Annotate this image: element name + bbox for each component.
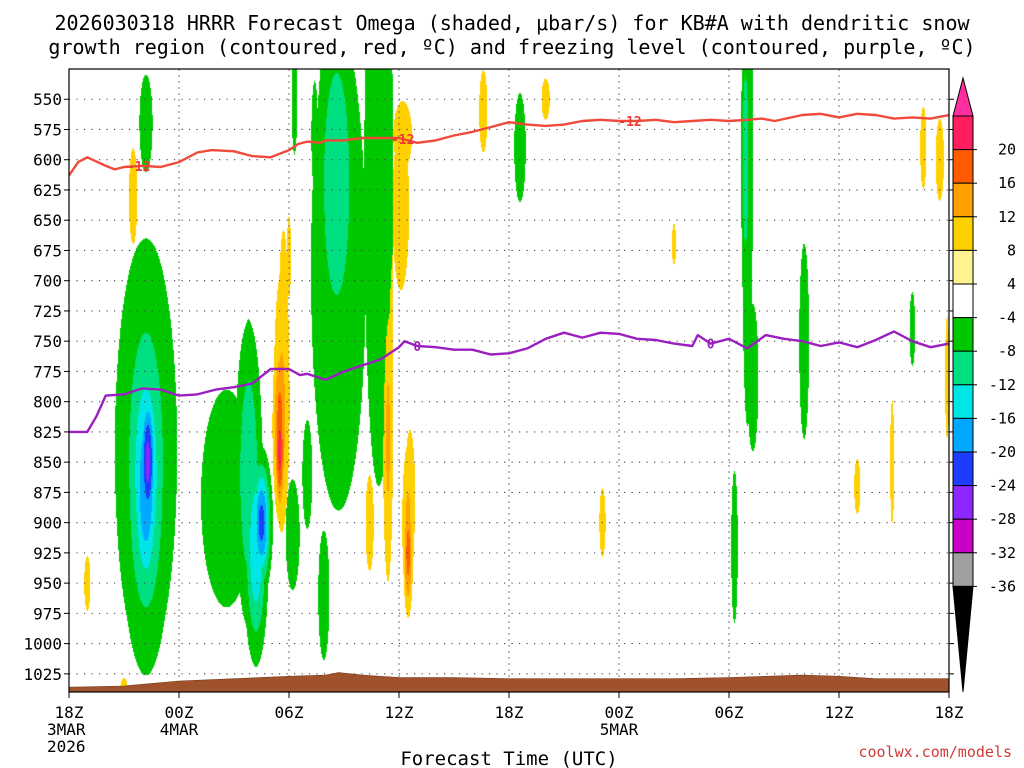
y-tick-label-900: 900 xyxy=(33,514,62,533)
chart-title-line2: growth region (contoured, red, ºC) and f… xyxy=(48,35,975,59)
x-tick-label-30-0: 00Z xyxy=(605,703,634,722)
colorbar-label-7: -12 xyxy=(989,376,1016,394)
colorbar-label-6: -8 xyxy=(998,342,1016,360)
contour-label--12-2: -12 xyxy=(618,115,641,130)
colorbar-segment-0 xyxy=(952,115,974,151)
y-tick-label-975: 975 xyxy=(33,604,62,623)
x-tick-label-6-0: 00Z xyxy=(165,703,194,722)
colorbar-label-3: 8 xyxy=(1007,241,1016,259)
colorbar-segment-9 xyxy=(952,417,974,453)
colorbar-bottom-arrow xyxy=(952,585,974,693)
grid-lines xyxy=(69,69,949,692)
chart-title-line1: 2026030318 HRRR Forecast Omega (shaded, … xyxy=(54,11,970,35)
y-tick-label-550: 550 xyxy=(33,90,62,109)
y-tick-label-625: 625 xyxy=(33,181,62,200)
y-tick-label-800: 800 xyxy=(33,393,62,412)
y-tick-label-825: 825 xyxy=(33,423,62,442)
colorbar-label-13: -36 xyxy=(989,577,1016,595)
y-tick-label-925: 925 xyxy=(33,544,62,563)
x-tick-label-42-0: 12Z xyxy=(825,703,854,722)
colorbar-segment-7 xyxy=(952,350,974,386)
x-tick-label-0-0: 18Z xyxy=(55,703,84,722)
y-tick-label-650: 650 xyxy=(33,211,62,230)
colorbar-segment-8 xyxy=(952,384,974,419)
contour-label--12-0: -12 xyxy=(127,160,150,175)
y-tick-label-775: 775 xyxy=(33,362,62,381)
colorbar-segment-2 xyxy=(952,182,974,218)
colorbar-legend: 20 16 12 8 4 -4 -8 -12 -16 -20 -24 -28 -32 -36 xyxy=(952,76,1016,693)
x-tick-label-12-0: 06Z xyxy=(275,703,304,722)
colorbar-label-1: 16 xyxy=(998,174,1016,192)
colorbar-label-12: -32 xyxy=(989,544,1016,562)
colorbar-label-5: -4 xyxy=(998,309,1016,327)
colorbar-segment-11 xyxy=(952,485,974,520)
y-tick-label-1000: 1000 xyxy=(23,635,62,654)
contour-line--12 xyxy=(69,112,949,177)
colorbar-segment-12 xyxy=(952,518,974,554)
colorbar-label-4: 4 xyxy=(1007,275,1016,293)
y-tick-label-675: 675 xyxy=(33,241,62,260)
colorbar-segment-6 xyxy=(952,317,974,352)
colorbar-label-9: -20 xyxy=(989,443,1016,461)
x-tick-label-36-0: 06Z xyxy=(715,703,744,722)
x-tick-label-18-0: 12Z xyxy=(385,703,414,722)
plot-area: -12 -12 -12 0 0 xyxy=(68,68,950,693)
colorbar-segment-10 xyxy=(952,451,974,487)
x-tick-label-30-1: 5MAR xyxy=(600,720,639,739)
colorbar-label-10: -24 xyxy=(989,477,1016,495)
terrain-surface xyxy=(69,672,949,692)
colorbar-segment-1 xyxy=(952,149,974,184)
y-tick-label-875: 875 xyxy=(33,483,62,502)
y-tick-label-725: 725 xyxy=(33,302,62,321)
colorbar-top-arrow xyxy=(952,76,974,117)
y-tick-label-1025: 1025 xyxy=(23,665,62,684)
y-tick-label-950: 950 xyxy=(33,574,62,593)
x-tick-label-0-2: 2026 xyxy=(47,737,86,756)
colorbar-segment-4 xyxy=(952,249,974,285)
contour-label--12-1: -12 xyxy=(391,133,414,148)
y-tick-label-700: 700 xyxy=(33,272,62,291)
colorbar-label-2: 12 xyxy=(998,208,1016,226)
contour-label-0-1: 0 xyxy=(707,338,715,353)
y-tick-label-600: 600 xyxy=(33,151,62,170)
credit-link[interactable]: coolwx.com/models xyxy=(858,743,1012,761)
colorbar-segment-3 xyxy=(952,216,974,251)
contour-line-0 xyxy=(69,330,949,434)
x-tick-label-6-1: 4MAR xyxy=(160,720,199,739)
x-axis-title: Forecast Time (UTC) xyxy=(400,748,617,768)
y-tick-label-575: 575 xyxy=(33,120,62,139)
x-tick-label-0-1: 3MAR xyxy=(47,720,86,739)
contour-label-0-0: 0 xyxy=(413,340,421,355)
terrain xyxy=(69,672,949,692)
x-tick-label-24-0: 18Z xyxy=(495,703,524,722)
colorbar-segment-13 xyxy=(952,552,974,587)
y-tick-label-850: 850 xyxy=(33,453,62,472)
y-tick-label-750: 750 xyxy=(33,332,62,351)
temperature-contours: -12 -12 -12 0 0 xyxy=(69,112,949,434)
colorbar-label-0: 20 xyxy=(998,141,1016,159)
x-tick-label-48-0: 18Z xyxy=(935,703,964,722)
colorbar-segment-5 xyxy=(952,283,974,319)
colorbar-label-8: -16 xyxy=(989,409,1016,427)
y-axis-pressure: 550 575 600 625 650 675 700 725 750 775 800 825 850 8… xyxy=(23,90,954,684)
colorbar-label-11: -28 xyxy=(989,510,1016,528)
